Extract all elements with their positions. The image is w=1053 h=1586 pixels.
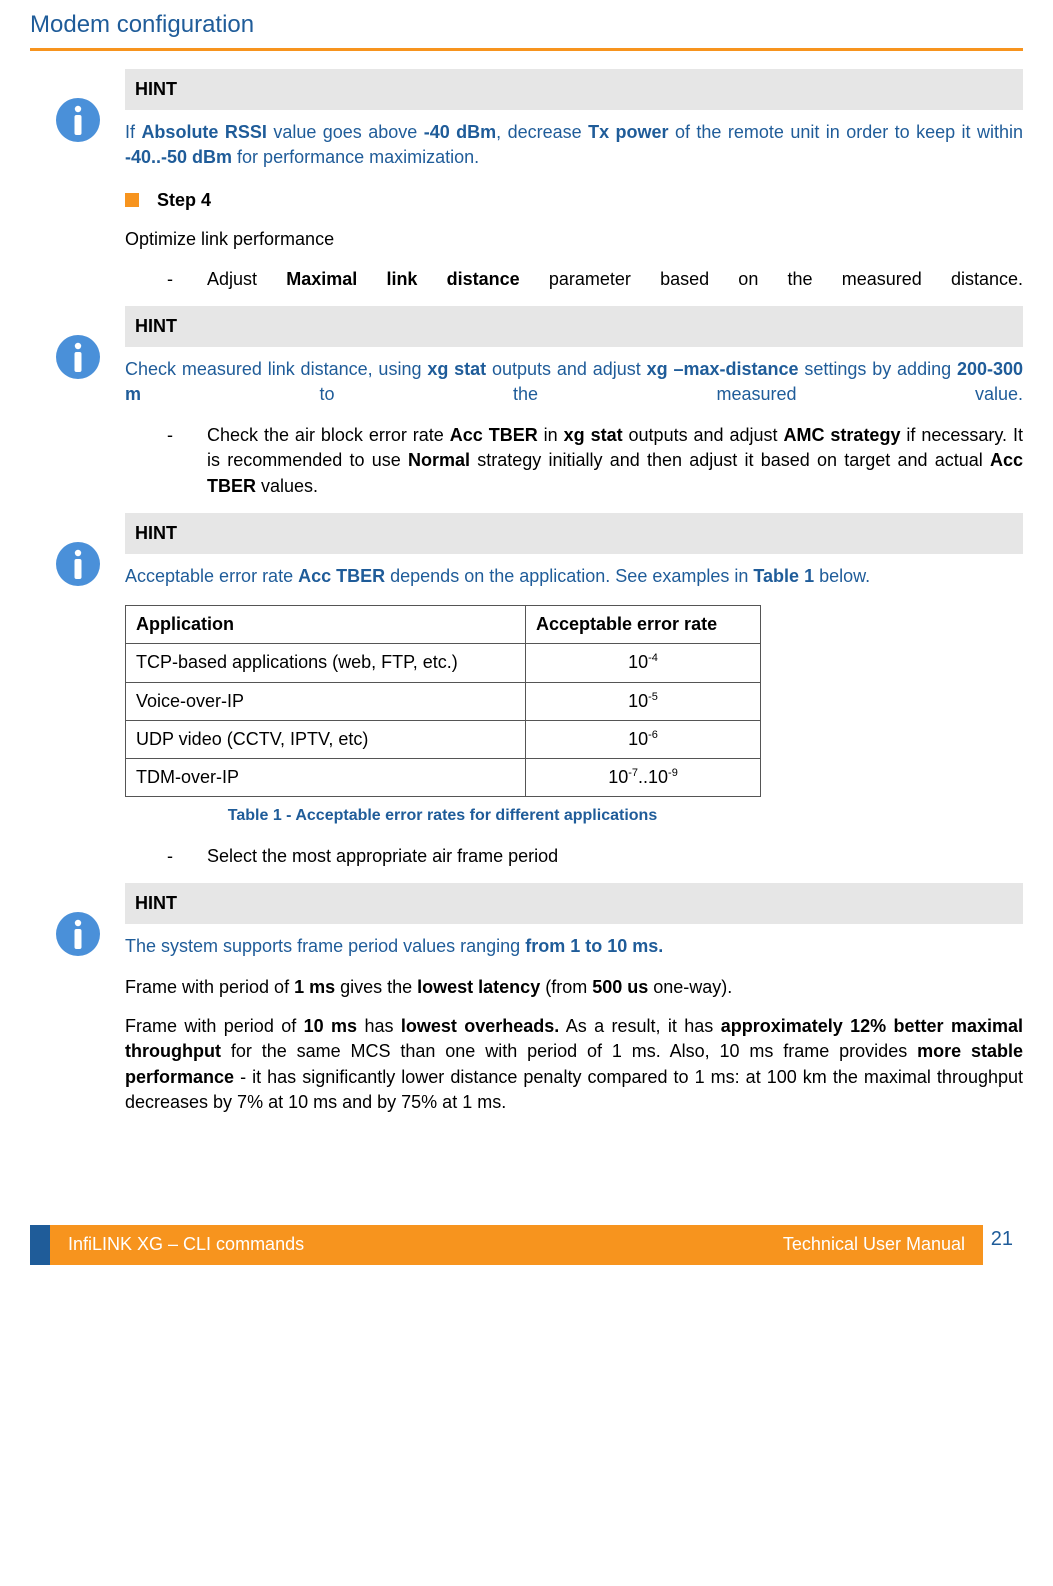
footer-right-text: Technical User Manual <box>783 1232 965 1257</box>
step-intro: Optimize link performance <box>125 227 1023 252</box>
table-header-application: Application <box>126 606 526 644</box>
cell-application: TCP-based applications (web, FTP, etc.) <box>126 644 526 682</box>
table-row: UDP video (CCTV, IPTV, etc)10-6 <box>126 720 761 758</box>
bullet-text: Adjust Maximal link distance parameter b… <box>207 267 1023 292</box>
page-header-title: Modem configuration <box>30 0 1023 48</box>
cell-application: UDP video (CCTV, IPTV, etc) <box>126 720 526 758</box>
hint-block-4: HINT The system supports frame period va… <box>125 883 1023 959</box>
hint-block-1: HINT If Absolute RSSI value goes above -… <box>125 69 1023 171</box>
dash-icon: - <box>167 267 207 292</box>
hint-block-3: HINT Acceptable error rate Acc TBER depe… <box>125 513 1023 589</box>
header-divider <box>30 48 1023 51</box>
table-header-rate: Acceptable error rate <box>526 606 761 644</box>
hint-text: If Absolute RSSI value goes above -40 dB… <box>125 120 1023 170</box>
footer: InfiLINK XG – CLI commands Technical Use… <box>30 1225 1023 1265</box>
footer-left-text: InfiLINK XG – CLI commands <box>68 1232 304 1257</box>
footer-blue-tab <box>30 1225 50 1265</box>
table-row: Voice-over-IP10-5 <box>126 682 761 720</box>
table-row: TCP-based applications (web, FTP, etc.)1… <box>126 644 761 682</box>
bullet-text: Check the air block error rate Acc TBER … <box>207 423 1023 499</box>
error-rate-table: Application Acceptable error rate TCP-ba… <box>125 605 761 797</box>
info-icon <box>55 911 101 957</box>
hint-text: Acceptable error rate Acc TBER depends o… <box>125 564 1023 589</box>
page-number: 21 <box>991 1225 1013 1253</box>
table-caption: Table 1 - Acceptable error rates for dif… <box>125 805 760 827</box>
list-item: - Check the air block error rate Acc TBE… <box>167 423 1023 499</box>
cell-rate: 10-4 <box>526 644 761 682</box>
hint-block-2: HINT Check measured link distance, using… <box>125 306 1023 408</box>
paragraph-10ms: Frame with period of 10 ms has lowest ov… <box>125 1014 1023 1115</box>
footer-orange-bar: InfiLINK XG – CLI commands Technical Use… <box>50 1225 983 1265</box>
list-item: - Select the most appropriate air frame … <box>167 844 1023 869</box>
dash-icon: - <box>167 423 207 499</box>
info-icon <box>55 541 101 587</box>
dash-icon: - <box>167 844 207 869</box>
cell-rate: 10-5 <box>526 682 761 720</box>
hint-text: Check measured link distance, using xg s… <box>125 357 1023 407</box>
info-icon <box>55 334 101 380</box>
step-label: Step 4 <box>157 190 211 210</box>
hint-label: HINT <box>125 883 1023 924</box>
bullet-text: Select the most appropriate air frame pe… <box>207 844 1023 869</box>
cell-rate: 10-7..10-9 <box>526 758 761 796</box>
cell-application: Voice-over-IP <box>126 682 526 720</box>
hint-label: HINT <box>125 69 1023 110</box>
cell-rate: 10-6 <box>526 720 761 758</box>
bullet-square-icon <box>125 193 139 207</box>
list-item: - Adjust Maximal link distance parameter… <box>167 267 1023 292</box>
hint-label: HINT <box>125 513 1023 554</box>
cell-application: TDM-over-IP <box>126 758 526 796</box>
step-4-heading: Step 4 <box>125 188 1023 213</box>
table-row: TDM-over-IP10-7..10-9 <box>126 758 761 796</box>
hint-label: HINT <box>125 306 1023 347</box>
paragraph-1ms: Frame with period of 1 ms gives the lowe… <box>125 975 1023 1000</box>
hint-text: The system supports frame period values … <box>125 934 1023 959</box>
info-icon <box>55 97 101 143</box>
